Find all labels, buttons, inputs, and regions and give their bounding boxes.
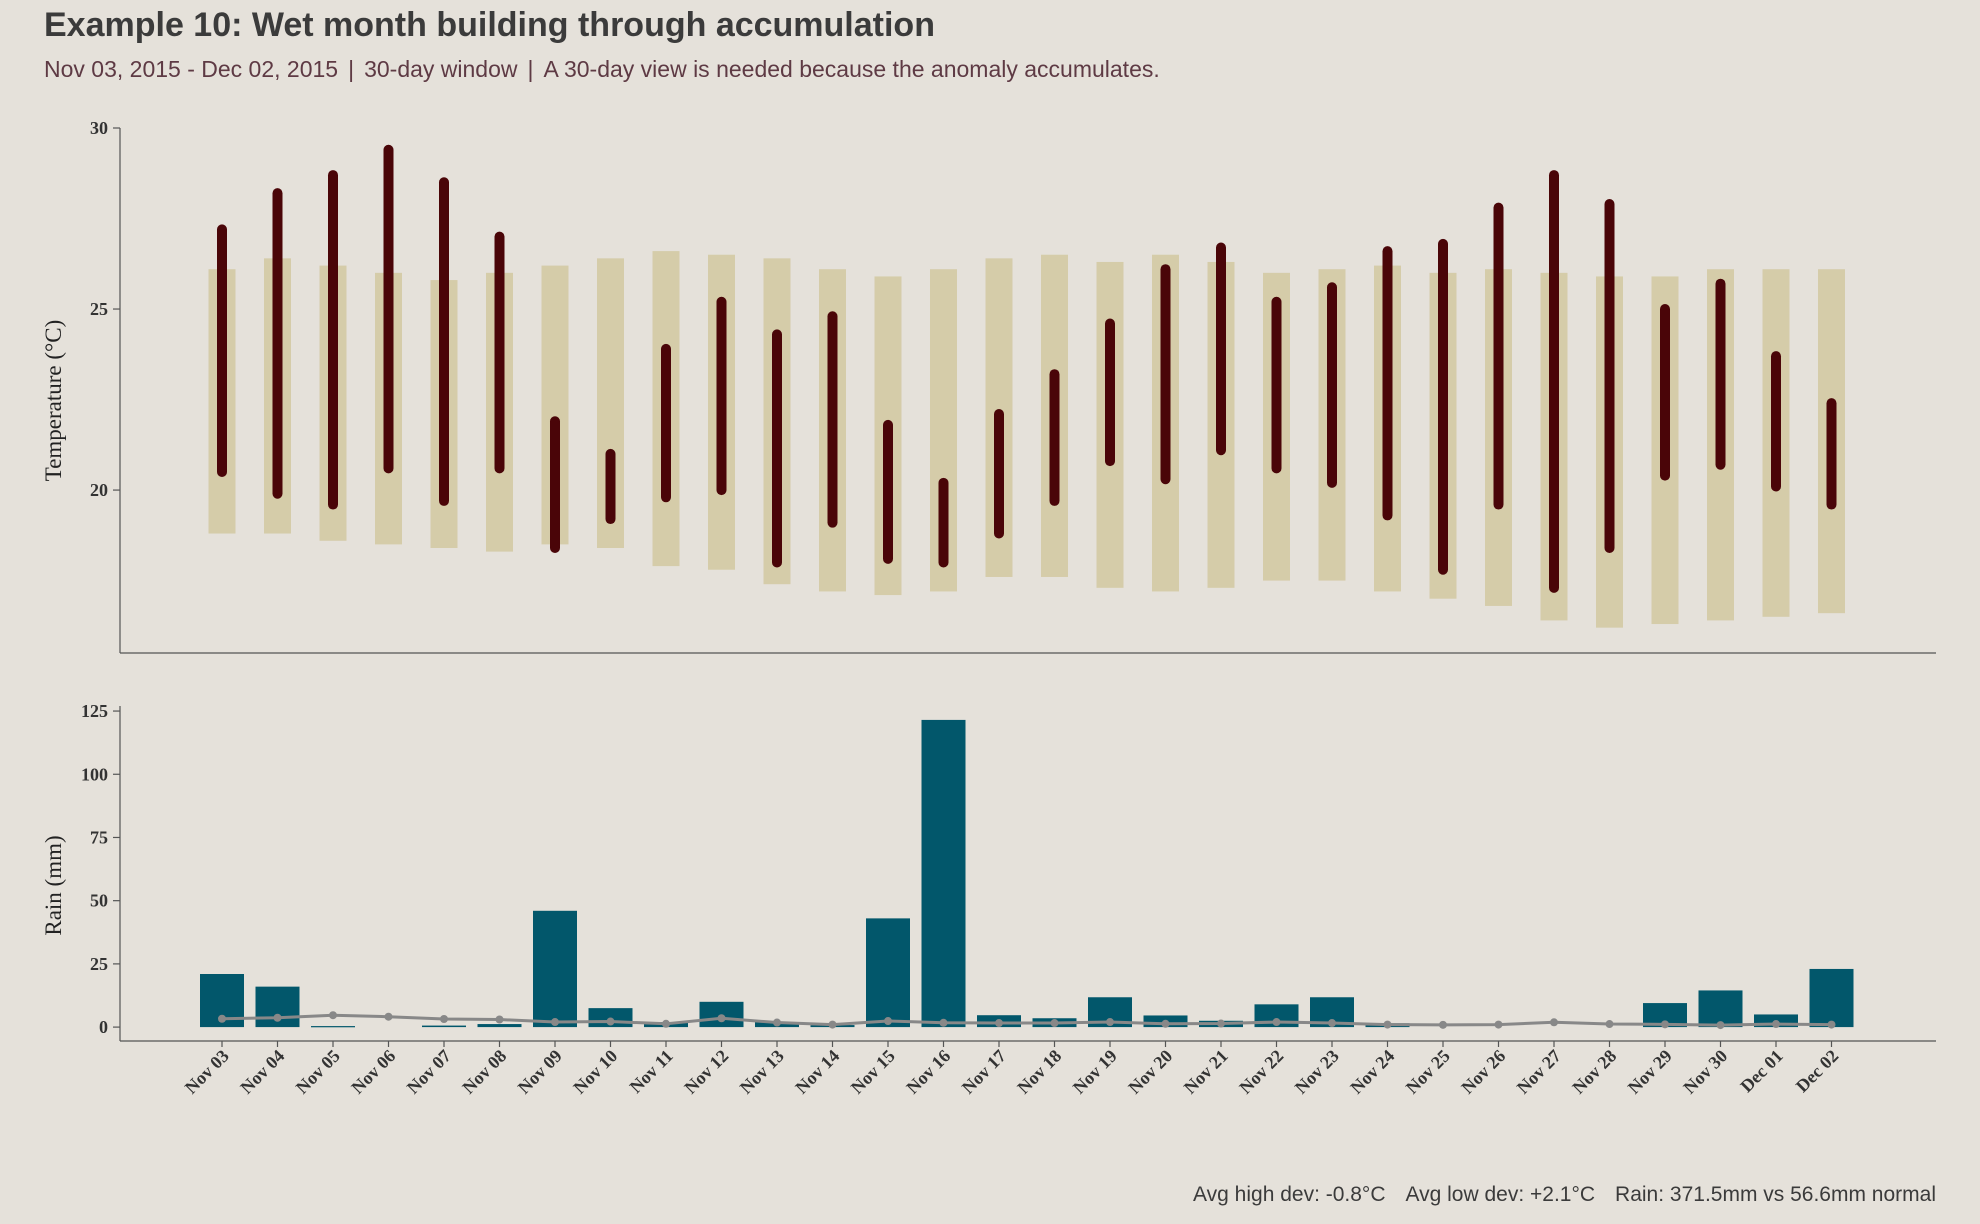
normal-rain-point (1605, 1020, 1614, 1029)
x-tick-label: Nov 21 (1180, 1046, 1232, 1098)
x-tick-label: Nov 26 (1457, 1046, 1509, 1098)
chart-subtitle: Nov 03, 2015 - Dec 02, 2015 | 30-day windo… (44, 56, 1160, 83)
x-tick-label: Nov 19 (1069, 1046, 1121, 1098)
temp-y-tick-label: 30 (90, 118, 108, 138)
normal-rain-point (218, 1014, 226, 1023)
rain-bar (477, 1024, 522, 1028)
x-tick-label: Nov 24 (1346, 1046, 1398, 1098)
x-tick-label: Nov 22 (1235, 1046, 1287, 1098)
normal-rain-point (551, 1018, 559, 1027)
x-tick-label: Nov 15 (847, 1046, 899, 1098)
normal-rain-point (939, 1018, 948, 1027)
x-tick-label: Nov 09 (514, 1046, 566, 1098)
x-tick-label: Nov 12 (680, 1046, 732, 1098)
normal-rain-point (1272, 1018, 1281, 1027)
x-tick-label: Nov 27 (1513, 1046, 1565, 1098)
rain-y-tick-label: 0 (99, 1017, 108, 1037)
x-tick-label: Nov 16 (902, 1046, 954, 1098)
subtitle-separator: | (348, 56, 355, 82)
rain-y-tick-label: 125 (81, 701, 108, 721)
x-tick-label: Nov 03 (181, 1046, 233, 1098)
rain-bar (1809, 968, 1854, 1028)
temperature-panel: 20 25 30 Temperature (°C) (41, 118, 1936, 654)
temp-y-axis-title: Temperature (°C) (41, 320, 66, 481)
normal-rain-point (1328, 1019, 1336, 1028)
rain-y-tick-label: 25 (90, 954, 108, 974)
rain-bar (1698, 990, 1743, 1028)
rain-bar (422, 1025, 466, 1028)
summary-footer: Avg high dev: -0.8°C Avg low dev: +2.1°C R… (1193, 1183, 1936, 1207)
x-tick-label: Nov 05 (292, 1046, 344, 1098)
x-tick-label: Nov 07 (403, 1046, 455, 1098)
normal-rain-point (1772, 1020, 1780, 1029)
rain-y-axis-title: Rain (mm) (41, 835, 66, 935)
normal-rain-point (440, 1015, 448, 1024)
normal-rain-point (273, 1013, 282, 1022)
x-tick-label: Nov 23 (1291, 1046, 1343, 1098)
x-tick-label: Nov 11 (626, 1046, 677, 1097)
x-tick-label: Nov 14 (791, 1046, 843, 1098)
x-tick-label: Nov 30 (1679, 1046, 1731, 1098)
x-tick-label: Nov 20 (1124, 1046, 1176, 1098)
temp-y-tick-label: 25 (90, 299, 108, 319)
normal-rain-line (221, 1013, 1832, 1027)
normal-rain-point (606, 1017, 615, 1026)
rain-bar (866, 918, 910, 1028)
x-tick-label: Nov 10 (569, 1046, 621, 1098)
normal-rain-point (384, 1012, 393, 1021)
normal-rain-point (995, 1019, 1003, 1028)
normal-rain-point (1161, 1019, 1170, 1028)
x-tick-label: Nov 25 (1402, 1046, 1454, 1098)
x-tick-label: Nov 29 (1624, 1046, 1676, 1098)
normal-rain-point (828, 1020, 837, 1029)
normal-rain-point (1494, 1020, 1503, 1029)
window-label: 30-day window (364, 56, 518, 82)
normal-rain-point (1661, 1020, 1669, 1029)
rain-bar (533, 910, 577, 1028)
rain-panel: 0 25 50 75 100 125 Rain (mm) (41, 701, 1936, 1042)
normal-rain-point (329, 1011, 337, 1020)
normal-rain-point (1550, 1018, 1558, 1027)
date-range: Nov 03, 2015 - Dec 02, 2015 (44, 56, 339, 82)
rain-bar (311, 1026, 355, 1028)
x-tick-label: Dec 01 (1736, 1046, 1787, 1097)
x-tick-label: Nov 17 (958, 1046, 1010, 1098)
normal-rain-point (662, 1019, 670, 1028)
normal-rain-point (1217, 1019, 1225, 1028)
x-tick-label: Nov 04 (236, 1046, 288, 1098)
normal-rain-point (884, 1017, 892, 1026)
avg-high-deviation: Avg high dev: -0.8°C (1193, 1183, 1386, 1206)
x-axis-ticks: Nov 03 Nov 04 Nov 05 Nov 06 Nov 07 Nov 08 Nov … (181, 1041, 1842, 1098)
normal-rain-point (1827, 1020, 1836, 1029)
rain-y-tick-label: 100 (81, 764, 108, 784)
x-tick-label: Nov 13 (736, 1046, 788, 1098)
x-tick-label: Nov 28 (1568, 1046, 1620, 1098)
chart-title: Example 10: Wet month building through a… (44, 6, 935, 44)
rain-y-tick-label: 50 (90, 891, 108, 911)
x-tick-label: Dec 02 (1792, 1046, 1843, 1097)
rain-y-tick-label: 75 (90, 827, 108, 847)
x-tick-label: Nov 08 (458, 1046, 510, 1098)
x-tick-label: Nov 06 (347, 1046, 399, 1098)
normal-rain-point (773, 1018, 781, 1027)
normal-rain-point (1050, 1019, 1059, 1028)
x-tick-label: Nov 18 (1013, 1046, 1065, 1098)
normal-rain-point (717, 1014, 726, 1023)
rain-bar (921, 719, 966, 1028)
rain-summary: Rain: 371.5mm vs 56.6mm normal (1615, 1183, 1936, 1206)
subtitle-separator: | (527, 56, 534, 82)
normal-rain-point (495, 1015, 504, 1024)
avg-low-deviation: Avg low dev: +2.1°C (1405, 1183, 1596, 1206)
normal-rain-point (1716, 1021, 1725, 1030)
normal-rain-point (1439, 1020, 1447, 1029)
subtitle-note: A 30-day view is needed because the anom… (543, 56, 1160, 82)
normal-rain-point (1106, 1018, 1114, 1027)
normal-rain-point (1383, 1020, 1392, 1029)
temp-y-tick-label: 20 (90, 480, 108, 500)
